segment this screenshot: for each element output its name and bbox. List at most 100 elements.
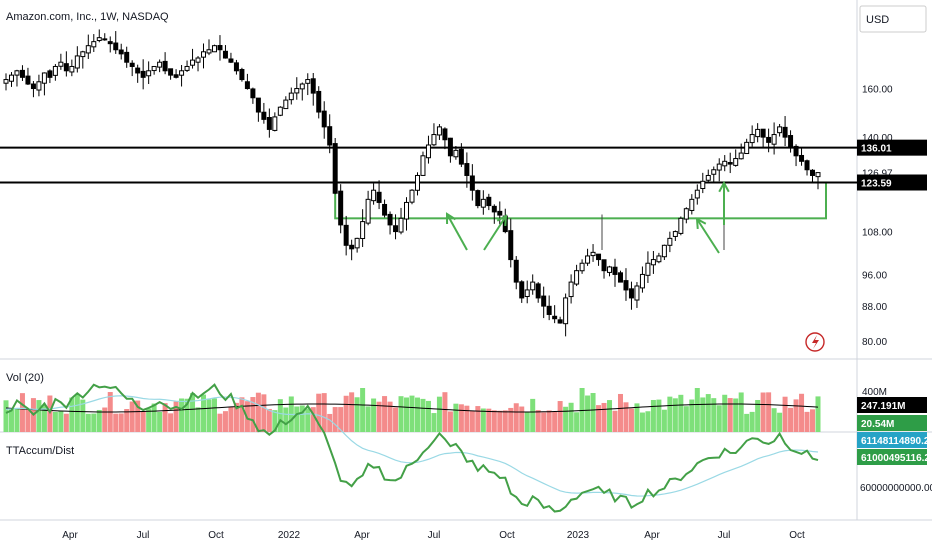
candle-body [508, 230, 514, 261]
volume-bar [590, 393, 596, 432]
volume-bar [650, 399, 656, 432]
volume-bar [716, 405, 722, 432]
volume-bar [749, 411, 755, 432]
volume-bar [727, 398, 733, 432]
volume-bar [552, 411, 558, 432]
time-tick-label: Apr [644, 530, 660, 541]
volume-bar [157, 411, 163, 432]
volume-bar [376, 401, 382, 432]
candle-body [601, 259, 607, 272]
candle-body [74, 55, 80, 69]
volume-bar [41, 405, 47, 432]
ad-tag: 61000495116.26 [861, 453, 932, 464]
volume-bar [453, 403, 459, 432]
candle-body [321, 110, 327, 128]
volume-bar [294, 406, 300, 432]
candle-body [634, 285, 640, 301]
candle-body [738, 152, 744, 160]
volume-bar [69, 397, 75, 432]
volume-bar [661, 409, 667, 432]
volume-bar [612, 410, 618, 432]
candle-body [266, 117, 272, 130]
volume-bar [354, 397, 360, 432]
candle-body [255, 97, 261, 113]
candle-body [52, 65, 58, 76]
candle-body [272, 116, 278, 131]
time-tick-label: Oct [208, 530, 224, 541]
currency-button[interactable]: USD [859, 5, 927, 33]
candle-body [195, 57, 201, 63]
candle-body [563, 297, 569, 325]
volume-bar [195, 407, 201, 432]
candle-body [683, 208, 689, 220]
candle-body [146, 70, 152, 77]
volume-bar [233, 402, 239, 432]
candle-body [607, 266, 613, 273]
volume-bar [541, 412, 547, 432]
volume-ma-line [5, 403, 819, 413]
volume-bar [557, 401, 563, 432]
price-tick-label: 160.00 [862, 85, 893, 96]
volume-bar [436, 396, 442, 432]
candle-body [58, 61, 64, 67]
volume-bar [255, 392, 261, 432]
price-tick-label: 88.00 [862, 302, 887, 313]
price-tag: 123.59 [861, 179, 892, 190]
volume-bar [601, 402, 607, 432]
volume-bar [667, 396, 673, 432]
candle-body [85, 45, 91, 54]
volume-bar [184, 398, 190, 432]
candle-body [299, 83, 305, 90]
ad-main-line [5, 383, 819, 513]
candle-body [124, 51, 130, 63]
candle-body [414, 174, 420, 191]
volume-bar [535, 410, 541, 432]
time-tick-label: Jul [718, 530, 731, 541]
volume-bar [162, 403, 168, 432]
volume-bar [486, 408, 492, 432]
volume-bar [8, 408, 14, 432]
volume-bar [689, 399, 695, 432]
candle-body [711, 169, 717, 175]
time-tick-label: 2022 [278, 530, 301, 541]
candle-body [497, 210, 503, 216]
candle-body [596, 253, 602, 261]
volume-bar [3, 400, 9, 432]
volume-bar [338, 407, 344, 432]
volume-bar [513, 403, 519, 432]
volume-bar [617, 393, 623, 432]
volume-bar [568, 402, 574, 432]
candle-body [574, 270, 580, 285]
chart-title: Amazon.com, Inc., 1W, NASDAQ [6, 11, 169, 23]
candle-body [354, 237, 360, 249]
volume-bar [349, 392, 355, 432]
volume-bar [360, 388, 366, 432]
volume-bar [206, 399, 212, 432]
candle-body [585, 255, 591, 264]
candle-body [469, 175, 475, 191]
lightning-icon[interactable] [805, 332, 825, 352]
volume-bar [74, 394, 80, 432]
currency-label: USD [866, 14, 889, 26]
volume-bar [129, 401, 135, 432]
candle-body [491, 205, 497, 213]
arrow-head [695, 217, 707, 230]
volume-bar [645, 411, 651, 432]
candle-body [464, 163, 470, 176]
volume-bar [678, 394, 684, 432]
candle-body [678, 217, 684, 234]
candle-body [782, 126, 788, 138]
volume-bar [211, 398, 217, 432]
candle-body [716, 163, 722, 171]
volume-bar [425, 400, 431, 432]
candle-body [766, 136, 772, 143]
volume-bar [261, 394, 267, 432]
volume-bar [140, 411, 146, 432]
volume-bar [766, 392, 772, 432]
candle-body [244, 81, 250, 90]
volume-bar [414, 397, 420, 432]
volume-bar [168, 413, 174, 432]
volume-tag: 20.54M [861, 419, 894, 430]
volume-bar [733, 398, 739, 432]
price-tick-label: 126.97 [862, 169, 893, 180]
